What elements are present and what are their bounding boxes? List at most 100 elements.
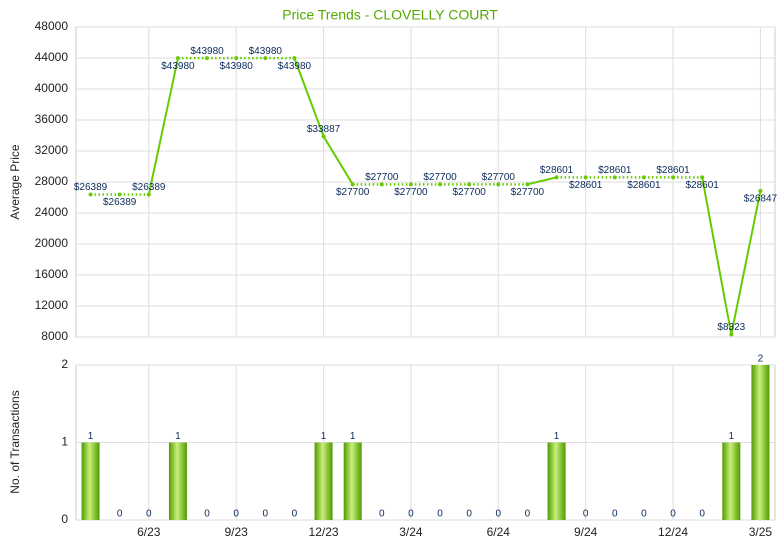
line-segment	[527, 176, 557, 186]
data-point	[758, 188, 763, 193]
value-label: 0	[292, 509, 298, 520]
chart-title: Price Trends - CLOVELLY COURT	[282, 7, 498, 23]
value-label: $43980	[190, 46, 224, 57]
data-point	[408, 182, 413, 187]
value-label: 1	[729, 431, 735, 442]
value-label: $28601	[569, 180, 603, 191]
line-segment	[147, 57, 179, 195]
x-tick-label: 9/24	[574, 525, 598, 539]
value-label: 0	[379, 509, 385, 520]
y-tick-label: 16000	[35, 267, 69, 281]
data-point	[641, 175, 646, 180]
data-point	[321, 134, 326, 139]
value-label: 0	[204, 509, 210, 520]
value-label: $27700	[423, 172, 457, 183]
value-label: $43980	[278, 61, 312, 72]
line-segment	[293, 57, 325, 137]
data-point	[175, 56, 180, 61]
line-segment	[730, 190, 762, 335]
value-label: $43980	[161, 61, 195, 72]
y-tick-label: 12000	[35, 298, 69, 312]
y-tick-label: 36000	[35, 112, 69, 126]
value-label: 0	[525, 509, 531, 520]
bar	[343, 442, 362, 520]
value-label: $27700	[394, 187, 428, 198]
value-label: 0	[408, 509, 414, 520]
value-label: $26847	[744, 194, 778, 205]
value-label: 1	[321, 431, 327, 442]
value-label: $26389	[74, 182, 108, 193]
value-label: 2	[758, 354, 764, 365]
y-tick-label: 1	[61, 435, 68, 449]
x-tick-label: 6/23	[137, 525, 161, 539]
bar	[314, 442, 333, 520]
y-tick-label: 2	[61, 357, 68, 371]
value-label: 0	[146, 509, 152, 520]
data-point	[583, 175, 588, 180]
value-label: 0	[437, 509, 443, 520]
line-segment	[701, 177, 733, 335]
data-point	[234, 56, 239, 61]
value-label: 0	[670, 509, 676, 520]
y-tick-label: 28000	[35, 174, 69, 188]
value-label: 0	[641, 509, 647, 520]
x-tick-label: 9/23	[225, 525, 249, 539]
value-label: $26389	[103, 197, 137, 208]
value-label: $8323	[717, 322, 745, 333]
value-label: $43980	[249, 46, 283, 57]
value-label: $28601	[627, 180, 661, 191]
data-point	[117, 192, 122, 197]
value-label: $27700	[482, 172, 516, 183]
bar	[722, 442, 741, 520]
bar	[751, 365, 770, 520]
data-point	[729, 332, 734, 337]
y-tick-label: 32000	[35, 143, 69, 157]
x-tick-label: 3/25	[749, 525, 773, 539]
x-tick-label: 6/24	[487, 525, 511, 539]
line-segment	[322, 135, 354, 185]
y-tick-label: 44000	[35, 50, 69, 64]
x-tick-label: 12/24	[658, 525, 688, 539]
data-point	[263, 56, 268, 61]
data-point	[496, 182, 501, 187]
value-label: $27700	[336, 187, 370, 198]
value-label: $43980	[220, 61, 254, 72]
value-label: 0	[699, 509, 705, 520]
data-point	[438, 182, 443, 187]
data-point	[146, 192, 151, 197]
y-axis-label: No. of Transactions	[8, 390, 22, 493]
y-axis-label: Average Price	[8, 144, 22, 219]
data-point	[379, 182, 384, 187]
value-label: 0	[496, 509, 502, 520]
data-point	[671, 175, 676, 180]
value-label: $28601	[656, 165, 690, 176]
value-label: 1	[554, 431, 560, 442]
bar	[168, 442, 187, 520]
value-label: 1	[350, 431, 356, 442]
data-point	[525, 182, 530, 187]
data-point	[467, 182, 472, 187]
value-label: $27700	[453, 187, 487, 198]
value-label: $28601	[598, 165, 632, 176]
data-point	[612, 175, 617, 180]
y-tick-label: 20000	[35, 236, 69, 250]
y-tick-label: 40000	[35, 81, 69, 95]
data-point	[350, 182, 355, 187]
value-label: $27700	[365, 172, 399, 183]
data-point	[205, 56, 210, 61]
value-label: $27700	[511, 187, 545, 198]
y-tick-label: 0	[61, 512, 68, 526]
value-label: 1	[175, 431, 181, 442]
bar	[547, 442, 566, 520]
value-label: $28601	[686, 180, 720, 191]
y-tick-label: 8000	[41, 329, 68, 343]
value-label: $33887	[307, 124, 341, 135]
data-point	[88, 192, 93, 197]
value-label: 0	[583, 509, 589, 520]
bar	[81, 442, 100, 520]
value-label: $28601	[540, 165, 574, 176]
value-label: 0	[233, 509, 239, 520]
data-point	[292, 56, 297, 61]
y-tick-label: 48000	[35, 19, 69, 33]
